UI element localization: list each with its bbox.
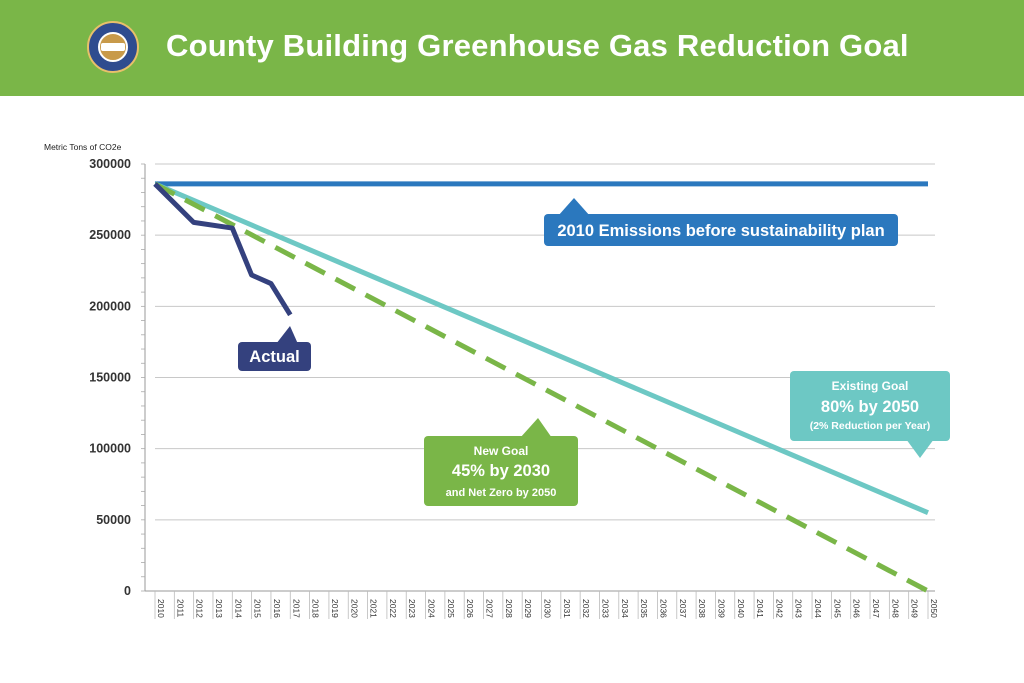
x-tick-label: 2035 — [639, 599, 649, 618]
x-tick-label: 2030 — [543, 599, 553, 618]
x-tick-label: 2015 — [253, 599, 263, 618]
x-tick-label: 2038 — [697, 599, 707, 618]
x-tick-label: 2046 — [852, 599, 862, 618]
callout-text: 2010 Emissions before sustainability pla… — [557, 222, 884, 240]
x-tick-label: 2044 — [813, 599, 823, 618]
callout-text: Existing Goal — [832, 379, 909, 393]
x-tick-label: 2045 — [832, 599, 842, 618]
x-tick-label: 2028 — [504, 599, 514, 618]
callout-baseline: 2010 Emissions before sustainability pla… — [544, 198, 898, 246]
series-line-actual — [155, 184, 290, 315]
x-tick-label: 2040 — [736, 599, 746, 618]
x-tick-label: 2031 — [562, 599, 572, 618]
x-tick-label: 2013 — [214, 599, 224, 618]
x-tick-label: 2049 — [910, 599, 920, 618]
y-tick-label: 100000 — [89, 442, 131, 456]
x-tick-label: 2037 — [678, 599, 688, 618]
x-tick-label: 2017 — [291, 599, 301, 618]
emissions-chart: 0 50000 100000 150000 200000 250000 300000 Metr… — [0, 0, 1024, 683]
callout-text: New Goal — [474, 444, 529, 458]
x-tick-label: 2020 — [349, 599, 359, 618]
x-tick-label: 2032 — [581, 599, 591, 618]
callout-text: 45% by 2030 — [452, 462, 550, 480]
callout-existing: Existing Goal 80% by 2050 (2% Reduction pe… — [790, 371, 950, 458]
y-axis-label: Metric Tons of CO2e — [44, 142, 122, 152]
callout-text: and Net Zero by 2050 — [446, 487, 557, 499]
callout-text: (2% Reduction per Year) — [810, 420, 931, 432]
x-tick-label: 2043 — [794, 599, 804, 618]
x-tick-label: 2025 — [446, 599, 456, 618]
x-tick-label: 2011 — [175, 599, 185, 618]
x-tick-label: 2036 — [658, 599, 668, 618]
x-tick-label: 2018 — [311, 599, 321, 618]
x-tick-label: 2019 — [330, 599, 340, 618]
callout-pointer — [558, 198, 590, 216]
x-tick-label: 2048 — [890, 599, 900, 618]
x-tick-label: 2026 — [465, 599, 475, 618]
callout-new: New Goal 45% by 2030 and Net Zero by 2050 — [424, 418, 578, 506]
callout-actual: Actual — [238, 326, 311, 371]
callout-text: 80% by 2050 — [821, 398, 919, 416]
x-tick-label: 2042 — [774, 599, 784, 618]
x-tick-label: 2023 — [407, 599, 417, 618]
y-tick-label: 0 — [124, 584, 131, 598]
x-tick-label: 2034 — [620, 599, 630, 618]
y-tick-label: 50000 — [96, 513, 131, 527]
x-tick-label: 2047 — [871, 599, 881, 618]
x-tick-label: 2014 — [233, 599, 243, 618]
x-tick-label: 2022 — [388, 599, 398, 618]
x-tick-label: 2029 — [523, 599, 533, 618]
x-tick-label: 2012 — [195, 599, 205, 618]
x-tick-label: 2027 — [485, 599, 495, 618]
y-tick-label: 300000 — [89, 157, 131, 171]
x-tick-label: 2016 — [272, 599, 282, 618]
callout-pointer — [276, 326, 298, 344]
x-tick-label: 2050 — [929, 599, 939, 618]
callout-text: Actual — [249, 348, 299, 366]
callout-pointer — [520, 418, 552, 438]
x-tick-label: 2039 — [716, 599, 726, 618]
x-tick-label: 2010 — [156, 599, 166, 618]
x-tick-label: 2024 — [427, 599, 437, 618]
y-tick-label: 200000 — [89, 299, 131, 313]
x-tick-label: 2033 — [600, 599, 610, 618]
x-tick-label: 2041 — [755, 599, 765, 618]
y-tick-label: 250000 — [89, 228, 131, 242]
y-tick-label: 150000 — [89, 371, 131, 385]
x-tick-label: 2021 — [369, 599, 379, 618]
